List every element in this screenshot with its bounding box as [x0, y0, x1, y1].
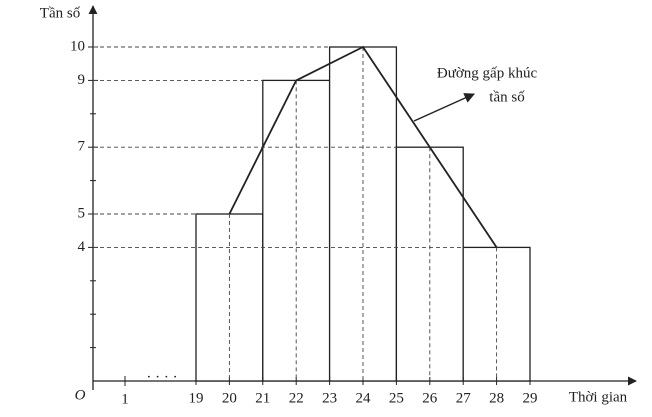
x-tick-label: 21 — [255, 390, 270, 406]
x-axis-title: Thời gian — [569, 389, 628, 405]
x-tick-label: 24 — [356, 390, 372, 406]
y-tick-label: 7 — [78, 139, 86, 155]
x-tick-label: 26 — [422, 390, 438, 406]
x-tick-label: 25 — [389, 390, 404, 406]
y-tick-label: 4 — [78, 239, 86, 255]
origin-label: O — [75, 387, 86, 403]
x-tick-label: 28 — [489, 390, 504, 406]
y-tick-label: 9 — [78, 72, 86, 88]
x-tick-label: 22 — [289, 390, 304, 406]
x-tick-label: 23 — [322, 390, 337, 406]
x-tick-label: 29 — [523, 390, 538, 406]
x-tick-label: 20 — [222, 390, 237, 406]
y-tick-label: 5 — [78, 205, 86, 221]
bar — [195, 213, 264, 382]
y-tick-label: 10 — [70, 38, 85, 54]
bar — [328, 46, 398, 382]
frequency-polygon — [228, 45, 498, 248]
x-tick-label: 19 — [189, 390, 204, 406]
annotation-arrow — [413, 93, 475, 122]
x-tick-label: 27 — [456, 390, 472, 406]
annotation-line: tần số — [489, 89, 525, 105]
break-tick-label: 1 — [121, 391, 129, 407]
annotation-line: Đường gấp khúc — [437, 65, 538, 81]
axis-break-dots: · · · · — [146, 369, 177, 385]
y-axis-title: Tần số — [40, 5, 81, 21]
